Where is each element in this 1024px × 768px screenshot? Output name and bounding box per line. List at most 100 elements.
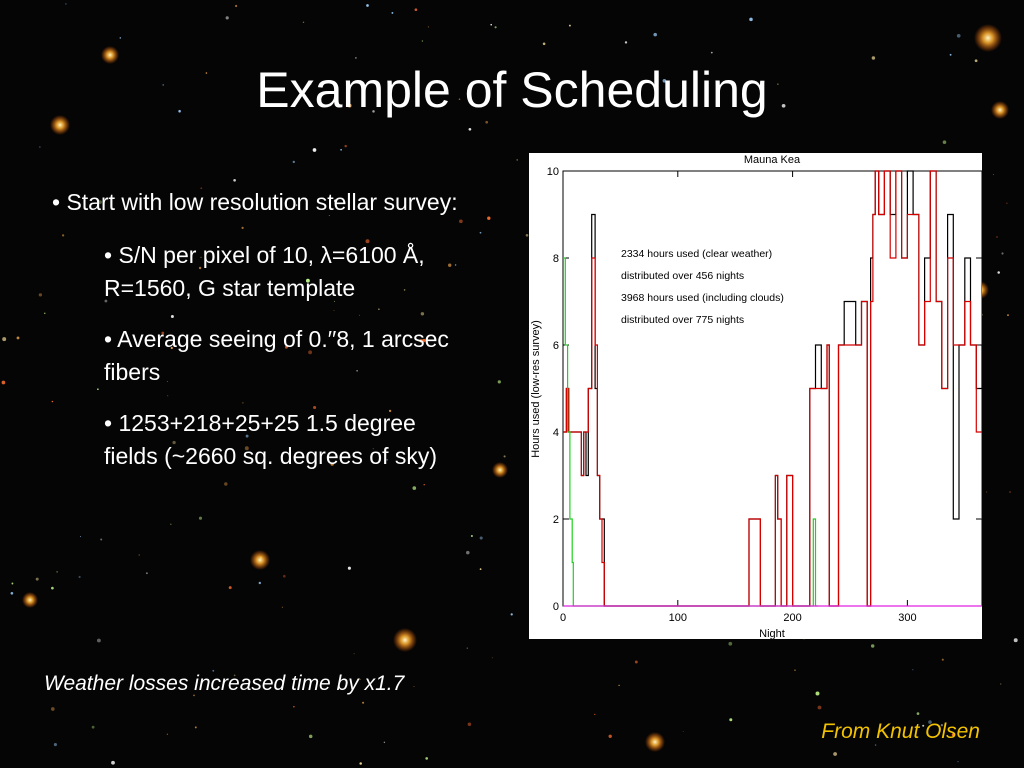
star — [459, 219, 463, 224]
star — [152, 260, 153, 261]
star — [245, 434, 249, 438]
chart-title: Mauna Kea — [744, 154, 801, 166]
star — [403, 289, 406, 291]
star — [305, 278, 310, 283]
star — [949, 53, 952, 56]
star — [344, 144, 347, 148]
annotation-clear-hours: 2334 hours used (clear weather) — [621, 248, 772, 260]
star — [295, 204, 298, 206]
star — [941, 658, 944, 661]
series-line-2 — [563, 257, 818, 607]
star — [362, 701, 365, 704]
star — [1013, 638, 1018, 643]
series-line-1 — [563, 170, 982, 607]
star — [458, 98, 461, 100]
star — [167, 395, 169, 397]
bright-star — [50, 115, 70, 135]
star — [749, 17, 753, 22]
star — [170, 346, 173, 350]
star — [347, 103, 352, 108]
plot-area: 0 100 200 300 0 2 4 6 8 10 — [547, 166, 982, 624]
star — [710, 51, 713, 54]
x-axis-label: Night — [759, 628, 785, 639]
star — [414, 8, 418, 12]
star — [388, 409, 392, 413]
chart-svg: Mauna Kea Night Hours used (low-res surv… — [530, 154, 982, 639]
star — [35, 577, 39, 581]
star — [940, 724, 944, 727]
star — [359, 762, 362, 765]
star — [1009, 491, 1011, 493]
star — [293, 705, 295, 708]
bullet-fields: • 1253+218+25+25 1.5 degree fields (~266… — [104, 410, 438, 469]
star — [97, 388, 99, 391]
star — [205, 72, 208, 74]
star — [2, 337, 7, 342]
star — [412, 486, 417, 490]
star — [491, 657, 493, 659]
y-axis-label: Hours used (low-res survey) — [530, 320, 542, 458]
star — [308, 350, 313, 355]
star — [200, 256, 202, 258]
star — [328, 215, 330, 216]
star — [212, 669, 215, 672]
star — [10, 591, 14, 595]
star — [172, 440, 176, 445]
star — [51, 400, 54, 403]
star — [516, 159, 518, 161]
star — [618, 684, 620, 687]
star — [334, 199, 338, 203]
star — [241, 226, 244, 230]
star — [383, 741, 386, 744]
star — [421, 40, 424, 42]
star — [912, 669, 914, 671]
star — [138, 554, 140, 556]
star — [353, 653, 355, 655]
star — [454, 264, 457, 266]
star — [485, 120, 489, 124]
star — [312, 148, 317, 152]
star — [11, 582, 14, 585]
annotation-clear-nights: distributed over 456 nights — [621, 270, 744, 282]
bright-star — [250, 550, 270, 570]
star — [170, 523, 172, 525]
weather-note: Weather losses increased time by x1.7 — [44, 672, 405, 695]
star — [420, 312, 425, 316]
star — [419, 339, 423, 343]
star — [479, 231, 482, 234]
star — [1007, 314, 1009, 316]
star — [497, 380, 501, 384]
star — [427, 26, 429, 28]
star — [372, 110, 375, 113]
star — [100, 538, 103, 541]
bright-star — [101, 46, 119, 64]
bright-star — [991, 101, 1009, 119]
star — [359, 678, 361, 681]
star — [39, 146, 41, 148]
bright-star — [974, 24, 1002, 52]
star — [284, 345, 288, 349]
star — [1000, 683, 1002, 685]
star — [235, 4, 238, 8]
star — [200, 187, 203, 190]
star — [997, 271, 1000, 274]
star — [51, 586, 54, 590]
star — [542, 42, 546, 46]
star — [928, 720, 932, 724]
star — [777, 83, 779, 85]
y-tick-label: 0 — [553, 601, 559, 613]
star — [61, 234, 65, 237]
star — [662, 79, 667, 83]
star — [468, 127, 472, 131]
scheduling-chart: Mauna Kea Night Hours used (low-res surv… — [529, 153, 982, 639]
star — [355, 57, 357, 59]
star — [233, 674, 236, 677]
star — [50, 707, 55, 711]
star — [228, 586, 232, 590]
star — [347, 566, 351, 570]
star — [466, 647, 468, 649]
star — [728, 641, 733, 646]
star — [194, 726, 197, 729]
star — [494, 26, 497, 29]
star — [372, 448, 374, 450]
